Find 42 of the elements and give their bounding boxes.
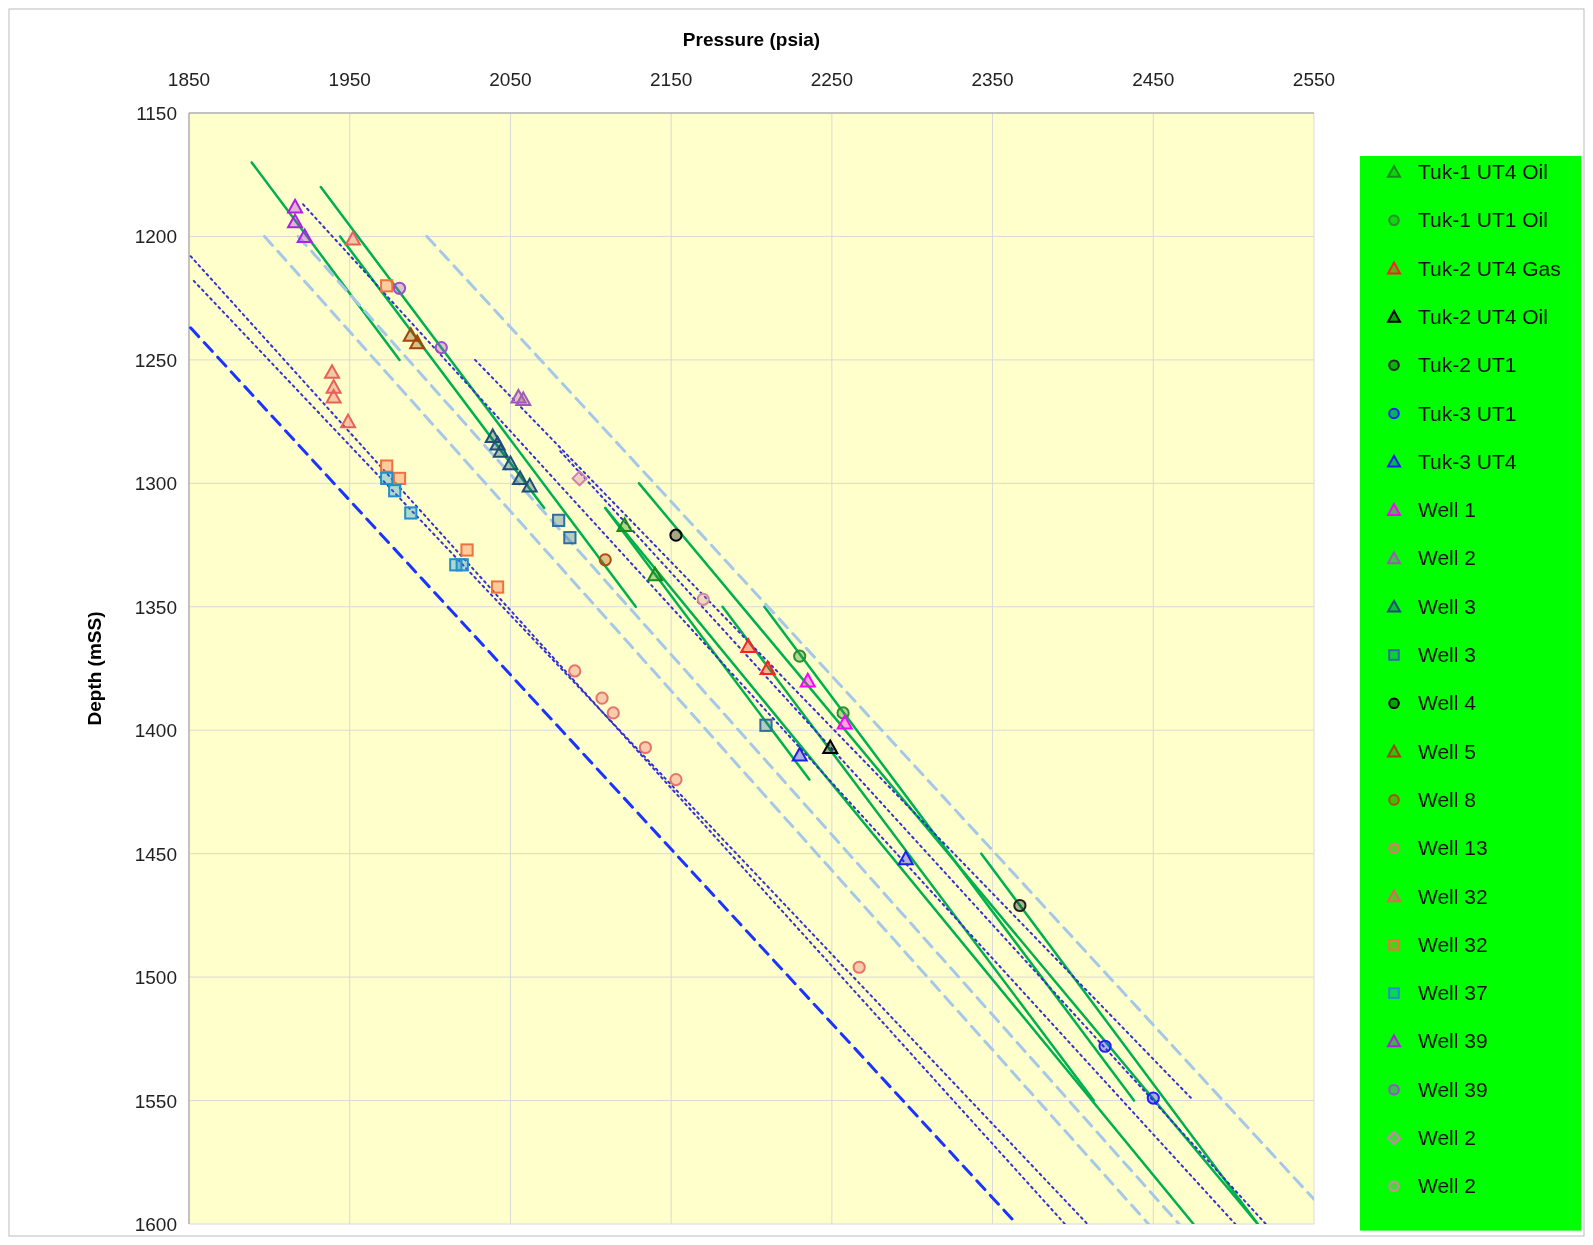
legend-label: Well 37 bbox=[1418, 981, 1488, 1005]
legend-label: Well 32 bbox=[1418, 884, 1488, 908]
legend-label: Tuk-2 UT4 Gas bbox=[1418, 256, 1561, 280]
legend-label: Well 39 bbox=[1418, 1077, 1488, 1101]
x-tick-label: 2550 bbox=[1292, 69, 1336, 90]
legend-label: Well 2 bbox=[1418, 1174, 1476, 1198]
legend-label: Well 4 bbox=[1418, 691, 1477, 715]
legend-label: Well 3 bbox=[1418, 643, 1476, 666]
x-tick-label: 2050 bbox=[489, 69, 532, 90]
y-tick-label: 1400 bbox=[134, 720, 177, 742]
y-tick-label: 1600 bbox=[134, 1214, 177, 1235]
legend-label: Tuk-3 UT4 bbox=[1418, 449, 1517, 473]
legend-label: Tuk-2 UT1 bbox=[1418, 353, 1517, 377]
legend-label: Well 2 bbox=[1418, 546, 1476, 570]
legend-label: Tuk-2 UT4 Oil bbox=[1418, 304, 1548, 328]
y-tick-label: 1500 bbox=[134, 967, 177, 989]
x-tick-label: 2450 bbox=[1132, 69, 1175, 90]
legend-label: Tuk-3 UT1 bbox=[1418, 401, 1517, 425]
legend-label: Well 13 bbox=[1418, 836, 1488, 860]
y-tick-label: 1300 bbox=[134, 473, 177, 495]
x-tick-label: 2150 bbox=[650, 69, 693, 90]
y-tick-label: 1450 bbox=[134, 843, 177, 865]
legend-label: Tuk-1 UT4 Oil bbox=[1418, 160, 1548, 183]
y-tick-label: 1250 bbox=[134, 349, 177, 371]
legend-label: Well 32 bbox=[1418, 932, 1488, 956]
x-tick-label: 2250 bbox=[810, 69, 853, 90]
y-tick-label: 1550 bbox=[134, 1090, 177, 1112]
legend-label: Well 39 bbox=[1418, 1029, 1488, 1053]
x-tick-label: 1850 bbox=[167, 69, 211, 90]
legend-label: Well 5 bbox=[1418, 739, 1476, 763]
legend-label: Well 1 bbox=[1418, 498, 1476, 522]
legend-label: Tuk-1 UT1 Oil bbox=[1418, 208, 1548, 232]
y-tick-label: 1350 bbox=[134, 596, 177, 618]
x-axis-title: Pressure (psia) bbox=[682, 29, 821, 50]
x-tick-label: 1950 bbox=[328, 69, 371, 90]
legend-label: Well 3 bbox=[1418, 594, 1476, 618]
legend-label: Well 8 bbox=[1418, 787, 1476, 811]
x-tick-label: 2350 bbox=[971, 69, 1014, 90]
legend-label: Well 2 bbox=[1418, 1126, 1476, 1149]
y-axis-title: Depth (mSS) bbox=[84, 611, 105, 726]
y-tick-label: 1150 bbox=[136, 103, 177, 124]
y-tick-label: 1200 bbox=[134, 226, 177, 248]
